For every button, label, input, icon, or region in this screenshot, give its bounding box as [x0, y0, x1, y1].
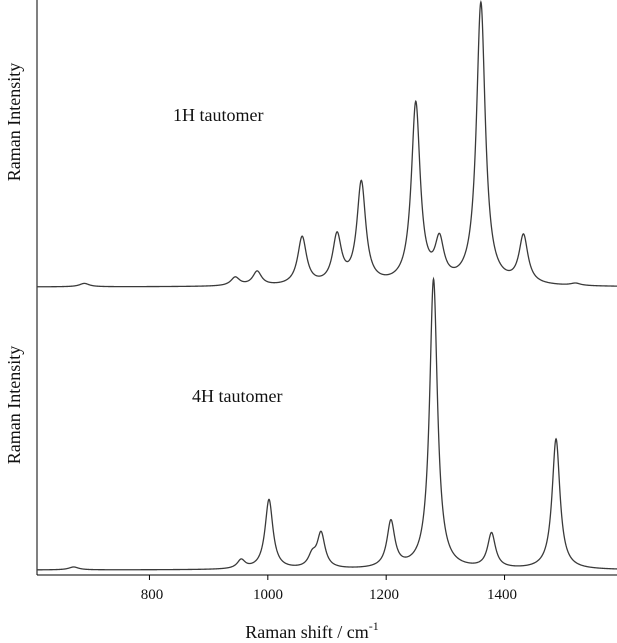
- y-axis-title-top: Raman Intensity: [4, 63, 24, 181]
- x-tick-label: 1000: [253, 587, 283, 603]
- x-tick-label: 1200: [369, 587, 399, 603]
- peaks-4h-tautomer: [72, 277, 558, 569]
- y-axis-title-bottom: Raman Intensity: [4, 346, 24, 464]
- annotation-4h-tautomer: 4H tautomer: [192, 386, 282, 406]
- x-tick-label: 800: [141, 587, 164, 603]
- x-axis-title: Raman shift / cm-1: [245, 619, 378, 642]
- x-axis-title-superscript: -1: [369, 619, 379, 633]
- x-tick-marks: [148, 575, 506, 580]
- annotation-1h-tautomer: 1H tautomer: [173, 105, 263, 125]
- spectrum-line-4h-tautomer: [36, 276, 617, 571]
- x-tick-labels: 800 1000 1200 1400: [141, 587, 517, 603]
- x-axis-title-main: Raman shift / cm: [245, 622, 368, 642]
- peaks-1h-tautomer: [82, 0, 577, 285]
- x-tick-label: 1400: [487, 587, 517, 603]
- spectrum-line-1h-tautomer: [37, 0, 617, 288]
